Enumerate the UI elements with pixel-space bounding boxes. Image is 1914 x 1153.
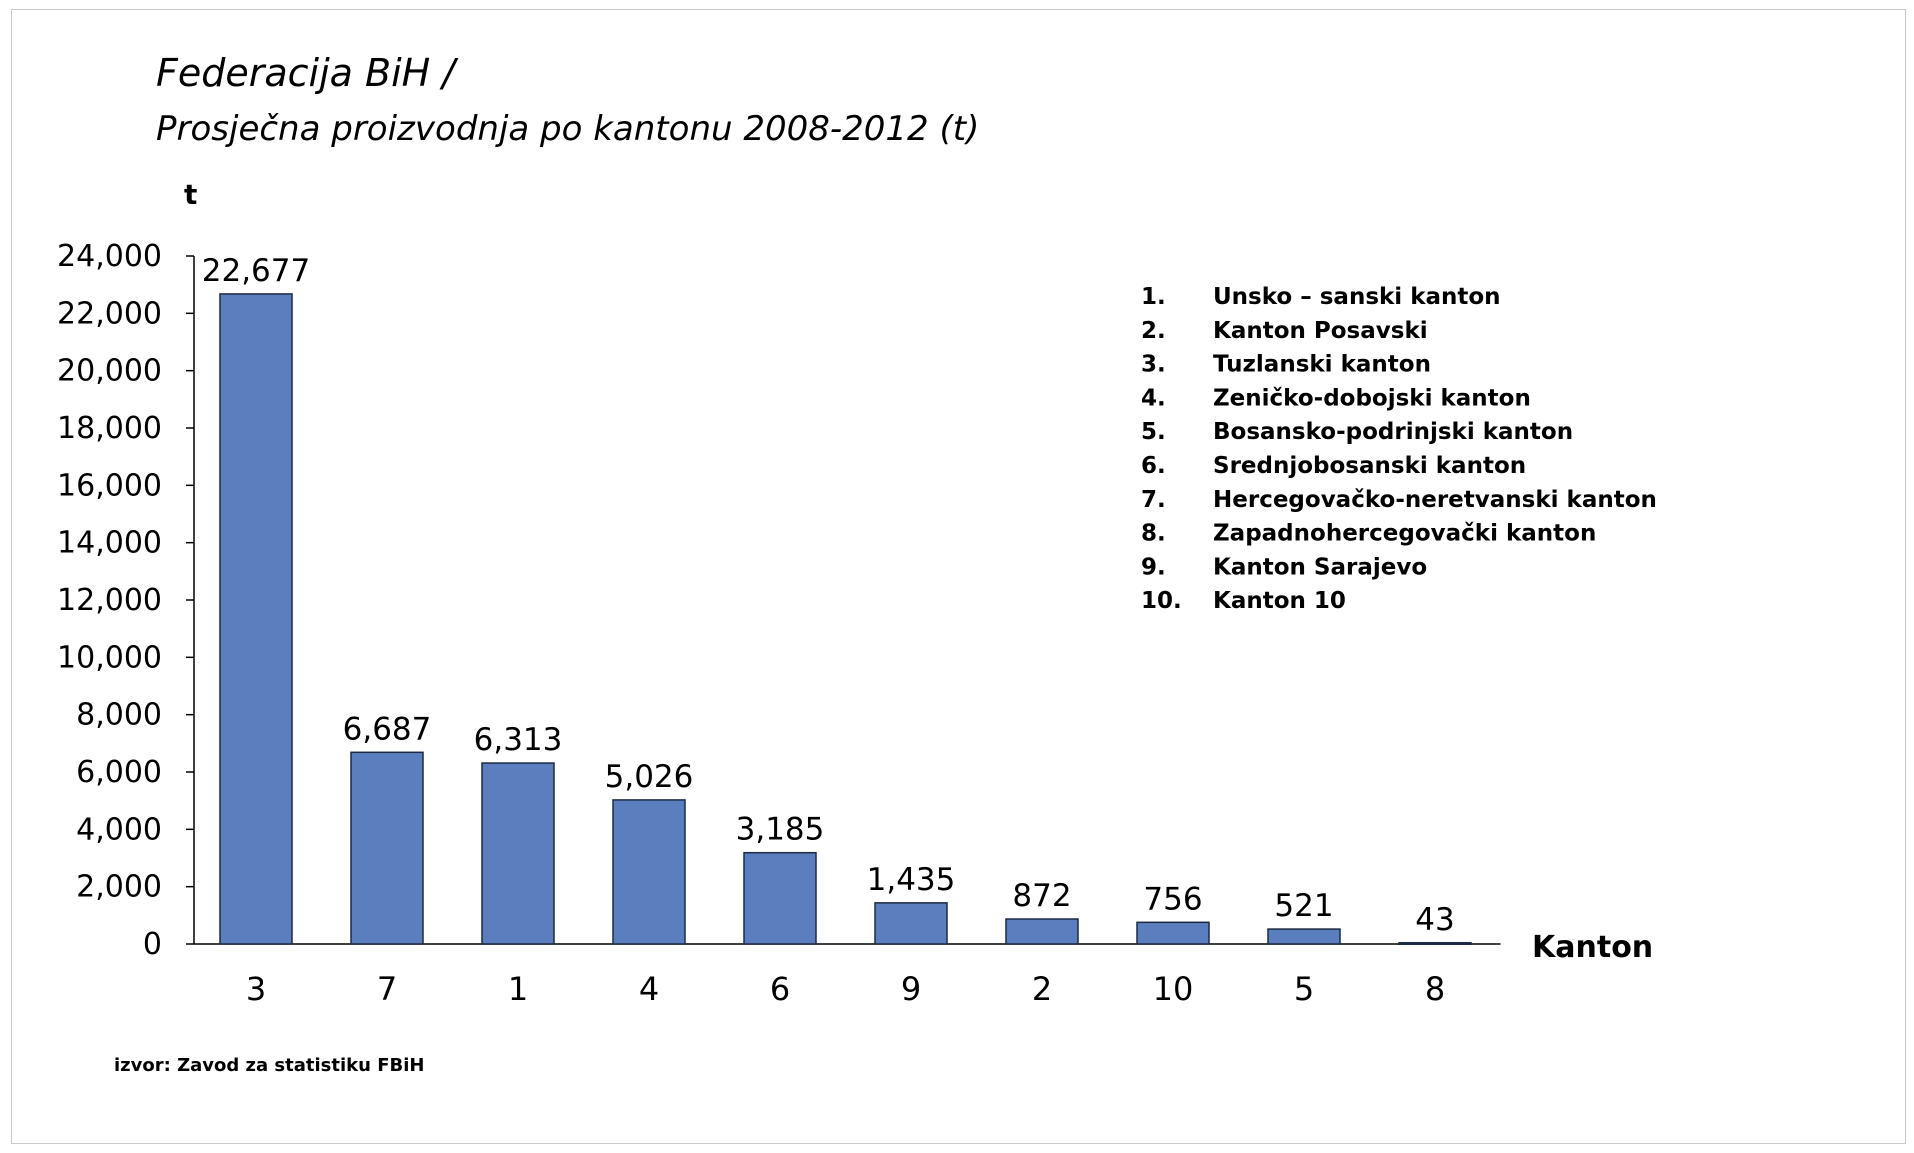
legend-entry: Kanton Sarajevo (1213, 554, 1427, 580)
y-axis-unit: t (184, 178, 197, 211)
legend-entry: Zeničko-dobojski kanton (1213, 385, 1531, 411)
data-label: 521 (1274, 888, 1333, 924)
bar (612, 799, 686, 945)
data-label: 6,313 (474, 722, 563, 758)
legend-number: 7. (1141, 487, 1166, 513)
x-tick-label: 4 (639, 970, 659, 1008)
legend-number: 5. (1141, 419, 1166, 445)
y-tick-label: 4,000 (76, 812, 162, 847)
legend-entry: Kanton 10 (1213, 588, 1346, 614)
bar (1005, 918, 1079, 945)
legend-entry: Hercegovačko-neretvanski kanton (1213, 487, 1657, 513)
bar (743, 851, 817, 945)
legend-entry: Unsko – sanski kanton (1213, 284, 1501, 310)
bar (1136, 921, 1210, 945)
bar (1398, 942, 1472, 946)
y-tick-label: 12,000 (57, 583, 162, 618)
legend-entry: Zapadnohercegovački kanton (1213, 521, 1596, 547)
legend-entry: Bosansko-podrinjski kanton (1213, 419, 1573, 445)
x-tick-label: 3 (246, 970, 266, 1008)
y-tick-label: 24,000 (57, 239, 162, 274)
bar (350, 751, 424, 945)
legend-number: 4. (1141, 385, 1166, 411)
data-label: 756 (1143, 881, 1202, 917)
x-tick-label: 10 (1153, 970, 1194, 1008)
y-tick-label: 10,000 (57, 640, 162, 675)
legend-number: 9. (1141, 554, 1166, 580)
data-label: 1,435 (867, 862, 956, 898)
data-label: 872 (1012, 878, 1071, 914)
y-tick-label: 14,000 (57, 526, 162, 561)
y-tick-label: 18,000 (57, 411, 162, 446)
bar (219, 293, 293, 945)
data-label: 22,677 (202, 253, 310, 289)
x-tick-label: 8 (1425, 970, 1445, 1008)
y-tick-label: 20,000 (57, 354, 162, 389)
bars: 22,677 6,687 6,313 5,026 3,185 1,435 872 756 521… (202, 253, 1472, 946)
x-tick-label: 9 (901, 970, 921, 1008)
y-tick-label: 0 (143, 927, 162, 962)
y-axis: 0 2,000 4,000 6,000 8,000 10,000 12,000 14,000 1… (57, 239, 195, 962)
y-tick-label: 6,000 (76, 755, 162, 790)
legend-number: 6. (1141, 453, 1166, 479)
y-tick-label: 8,000 (76, 698, 162, 733)
x-tick-label: 1 (508, 970, 528, 1008)
data-label: 3,185 (736, 812, 825, 848)
chart-subtitle: Prosječna proizvodnja po kantonu 2008-20… (156, 109, 979, 149)
chart-frame (11, 9, 1906, 1144)
x-axis-title: Kanton (1532, 930, 1653, 965)
x-tick-label: 6 (770, 970, 790, 1008)
legend-number: 10. (1141, 588, 1182, 614)
legend-number: 8. (1141, 521, 1166, 547)
legend-number: 3. (1141, 352, 1166, 378)
y-tick-label: 22,000 (57, 296, 162, 331)
y-tick-label: 16,000 (57, 468, 162, 503)
bar (874, 902, 948, 945)
x-tick-label: 5 (1294, 970, 1314, 1008)
legend-number: 2. (1141, 318, 1166, 344)
legend-entry: Tuzlanski kanton (1213, 352, 1431, 378)
data-label: 43 (1415, 902, 1454, 938)
legend-entry: Kanton Posavski (1213, 318, 1428, 344)
chart-title: Federacija BiH / (156, 51, 459, 95)
data-label: 6,687 (343, 711, 432, 747)
x-tick-label: 2 (1032, 970, 1052, 1008)
legend-number: 1. (1141, 284, 1166, 310)
legend-entry: Srednjobosanski kanton (1213, 453, 1526, 479)
bar (481, 762, 555, 945)
bar (1267, 928, 1341, 945)
data-label: 5,026 (605, 759, 694, 795)
y-tick-label: 2,000 (76, 870, 162, 905)
source-note: izvor: Zavod za statistiku FBiH (114, 1055, 424, 1076)
x-tick-label: 7 (377, 970, 397, 1008)
legend: 1. Unsko – sanski kanton 2. Kanton Posavski… (1141, 284, 1657, 614)
x-axis: 3 7 1 4 6 9 2 10 5 8 (194, 943, 1501, 1008)
